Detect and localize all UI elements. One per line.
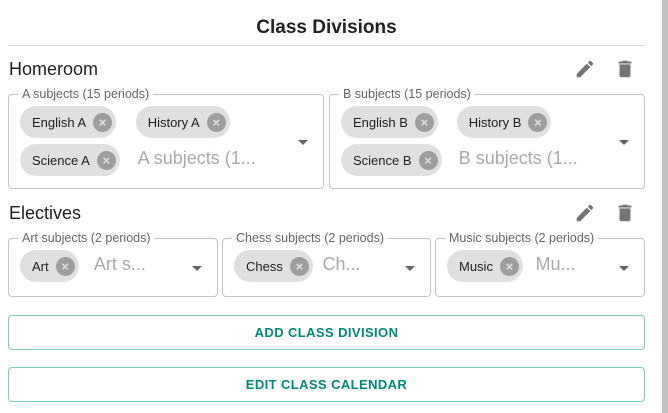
subject-search-input[interactable]: Art s... — [93, 254, 146, 274]
edit-class-calendar-button[interactable]: EDIT CLASS CALENDAR — [8, 367, 645, 402]
subject-search-input[interactable]: Ch... — [322, 254, 361, 274]
subject-select[interactable]: Art subjects (2 periods) Art × Art s... — [8, 231, 218, 297]
cancel-circle-icon[interactable]: × — [289, 256, 309, 276]
scrollbar[interactable] — [662, 0, 668, 413]
cancel-circle-icon[interactable]: × — [418, 150, 438, 170]
arrow-drop-down-icon[interactable] — [619, 139, 629, 145]
subject-select[interactable]: A subjects (15 periods) English A × History… — [8, 87, 324, 189]
division-name: Homeroom — [9, 59, 99, 79]
subject-chip[interactable]: History B × — [456, 106, 552, 138]
chip-label: Science A — [32, 152, 90, 168]
chip-label: English A — [32, 114, 87, 130]
subject-select[interactable]: B subjects (15 periods) English B × History… — [329, 87, 645, 189]
cancel-circle-icon[interactable]: × — [499, 256, 519, 276]
page-title: Class Divisions — [256, 17, 397, 38]
chip-label: Chess — [246, 258, 283, 274]
subject-chip[interactable]: English A × — [20, 106, 117, 138]
field-label: A subjects (15 periods) — [18, 87, 154, 101]
cancel-circle-icon[interactable]: × — [528, 112, 548, 132]
subject-chip[interactable]: Music × — [447, 250, 523, 282]
cancel-circle-icon[interactable]: × — [93, 112, 113, 132]
chip-label: History B — [468, 114, 522, 130]
trash-icon[interactable] — [614, 58, 636, 80]
subject-chip[interactable]: Chess × — [234, 250, 313, 282]
subject-chip[interactable]: Art × — [20, 250, 79, 282]
divider — [8, 45, 645, 46]
subject-search-input[interactable]: Mu... — [535, 254, 576, 274]
chip-label: Art — [32, 258, 49, 274]
chip-label: Science B — [353, 152, 412, 168]
subject-search-input[interactable]: B subjects (1... — [458, 148, 578, 168]
chip-label: History A — [147, 114, 200, 130]
subject-search-input[interactable]: A subjects (1... — [137, 148, 256, 168]
cancel-circle-icon[interactable]: × — [206, 112, 226, 132]
field-label: B subjects (15 periods) — [339, 87, 475, 101]
subject-chip[interactable]: History A × — [135, 106, 230, 138]
field-label: Music subjects (2 periods) — [445, 231, 599, 245]
add-class-division-button[interactable]: ADD CLASS DIVISION — [8, 315, 645, 350]
cancel-circle-icon[interactable]: × — [414, 112, 434, 132]
field-label: Chess subjects (2 periods) — [232, 231, 388, 245]
pencil-icon[interactable] — [574, 202, 596, 224]
subject-chip[interactable]: Science B × — [341, 144, 442, 176]
division-name: Electives — [9, 203, 82, 223]
cancel-circle-icon[interactable]: × — [96, 150, 116, 170]
cancel-circle-icon[interactable]: × — [55, 256, 75, 276]
subject-chip[interactable]: English B × — [341, 106, 438, 138]
arrow-drop-down-icon[interactable] — [619, 265, 629, 271]
field-label: Art subjects (2 periods) — [18, 231, 155, 245]
subject-select[interactable]: Chess subjects (2 periods) Chess × Ch... — [222, 231, 431, 297]
chip-label: Music — [459, 258, 493, 274]
arrow-drop-down-icon[interactable] — [192, 265, 202, 271]
subject-select[interactable]: Music subjects (2 periods) Music × Mu... — [435, 231, 645, 297]
pencil-icon[interactable] — [574, 58, 596, 80]
chip-label: English B — [353, 114, 408, 130]
arrow-drop-down-icon[interactable] — [298, 139, 308, 145]
trash-icon[interactable] — [614, 202, 636, 224]
subject-chip[interactable]: Science A × — [20, 144, 120, 176]
arrow-drop-down-icon[interactable] — [405, 265, 415, 271]
